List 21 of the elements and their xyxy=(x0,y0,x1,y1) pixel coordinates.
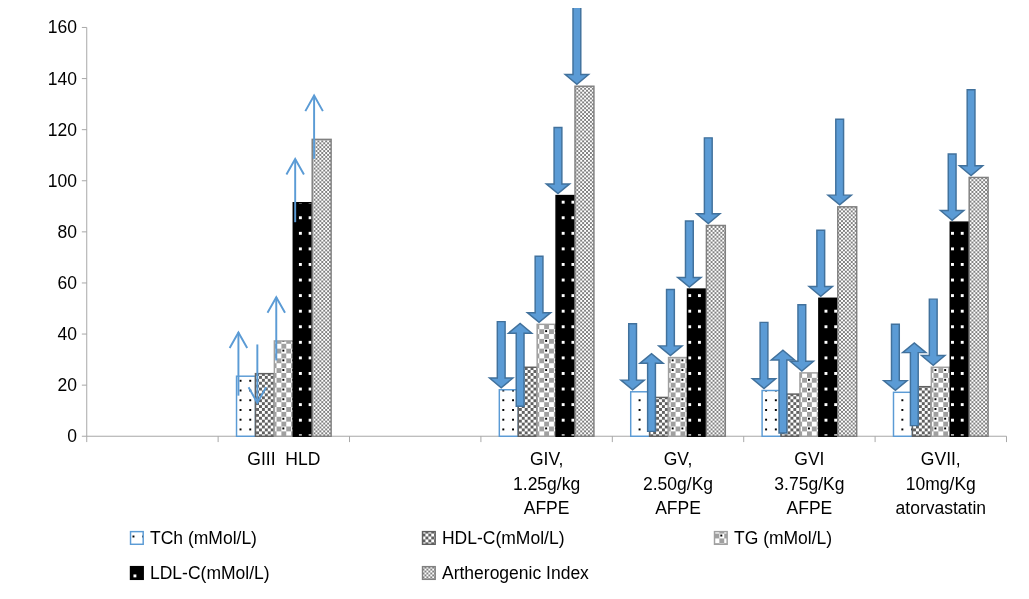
y-tick-label: 140 xyxy=(47,68,78,89)
x-tick-label: GIV, 1.25g/kg AFPE xyxy=(513,449,581,519)
legend-label: LDL-C(mMol/L) xyxy=(150,563,270,584)
y-tick-label: 0 xyxy=(67,426,78,447)
y-tick-label: 20 xyxy=(57,375,78,396)
x-tick-label: GIII HLD xyxy=(247,449,321,470)
y-tick-label: 100 xyxy=(47,170,78,191)
y-tick-label: 40 xyxy=(57,324,78,345)
x-tick-label: GV, 2.50g/Kg AFPE xyxy=(642,449,714,519)
legend-label: HDL-C(mMol/L) xyxy=(441,528,565,549)
y-tick-label: 80 xyxy=(57,221,78,242)
x-tick-label: GVI 3.75g/Kg AFPE xyxy=(774,449,845,519)
y-tick-label: 160 xyxy=(47,17,78,38)
legend-label: Artherogenic Index xyxy=(441,563,590,584)
legend-label: TG (mMol/L) xyxy=(733,528,833,549)
y-tick-label: 60 xyxy=(57,272,78,293)
bar xyxy=(311,138,332,437)
bar xyxy=(273,340,295,437)
y-tick-label: 120 xyxy=(47,119,78,140)
x-tick-label: GVII, 10mg/Kg atorvastatin xyxy=(895,449,987,519)
legend-label: TCh (mMol/L) xyxy=(150,528,257,549)
